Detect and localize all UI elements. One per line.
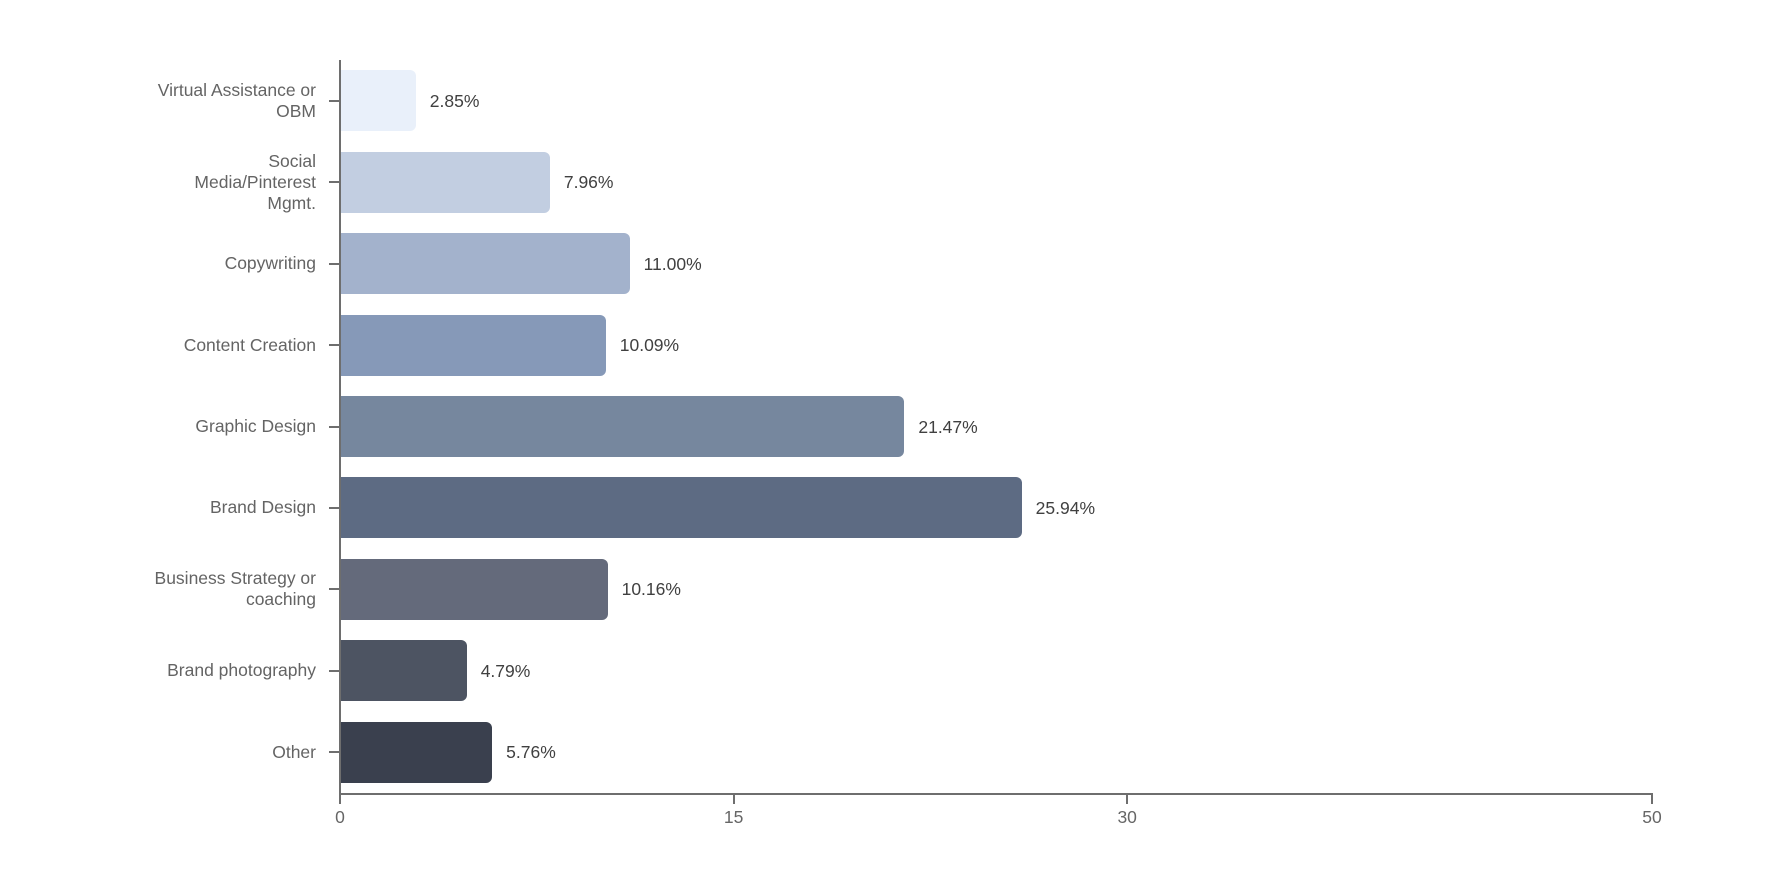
value-label: 10.09%	[619, 335, 680, 356]
category-label-line: Media/Pinterest	[194, 171, 316, 192]
category-label: Brand Design	[0, 497, 316, 518]
category-label-line: Business Strategy or	[154, 568, 316, 589]
bar-0	[341, 70, 416, 132]
bar-2	[341, 233, 630, 295]
value-label: 21.47%	[918, 416, 978, 437]
category-label: Virtual Assistance or OBM	[0, 80, 316, 122]
bar-7	[341, 640, 467, 702]
category-tick-mark	[329, 506, 339, 509]
category-tick-mark	[329, 751, 339, 754]
category-label-line: Content Creation	[183, 334, 316, 355]
value-label: 4.79%	[480, 660, 531, 681]
value-label: 25.94%	[1035, 497, 1096, 518]
y-axis-line	[339, 60, 341, 795]
category-tick-mark	[329, 99, 339, 102]
category-label-line: Other	[272, 741, 316, 762]
category-label: Content Creation	[0, 335, 316, 356]
category-label-line: Brand Design	[209, 497, 316, 518]
category-label: Business Strategy or coaching	[0, 568, 316, 610]
category-label-line: Graphic Design	[195, 416, 316, 436]
bar-5	[341, 477, 1022, 539]
bar-4	[341, 396, 905, 457]
value-label: 5.76%	[506, 742, 556, 763]
value-label: 11.00%	[643, 253, 702, 274]
x-axis-tick-label: 30	[1117, 807, 1137, 827]
category-label-line: OBM	[276, 100, 316, 121]
category-tick-mark	[329, 588, 339, 591]
category-label-line: Virtual Assistance or	[157, 79, 316, 100]
value-label: 2.85%	[429, 90, 480, 111]
category-label-line: Brand photography	[167, 660, 316, 681]
bar-3	[341, 314, 606, 376]
x-axis-tick-label: 15	[723, 807, 744, 827]
category-tick-mark	[329, 181, 339, 184]
category-tick-mark	[329, 262, 339, 265]
x-axis-tick-mark	[732, 795, 735, 804]
category-label: Social Media/Pinterest Mgmt.	[0, 151, 316, 214]
category-label-line: Mgmt.	[267, 192, 316, 213]
x-axis-tick-mark	[339, 795, 341, 804]
category-label-line: Social	[268, 150, 316, 171]
category-label: Brand photography	[0, 660, 316, 681]
x-axis-line	[339, 793, 1653, 795]
category-label: Other	[0, 742, 316, 763]
x-axis-tick-mark	[1651, 795, 1653, 804]
bar-8	[341, 721, 493, 783]
x-axis-tick-label: 50	[1642, 807, 1662, 827]
category-label-line: coaching	[245, 589, 316, 610]
x-axis-tick-mark	[1126, 795, 1129, 804]
category-tick-mark	[329, 425, 339, 428]
category-tick-mark	[329, 669, 339, 672]
bar-6	[341, 558, 608, 620]
category-tick-mark	[329, 344, 339, 347]
category-label: Copywriting	[0, 253, 316, 274]
value-label: 10.16%	[621, 579, 681, 600]
category-label-line: Copywriting	[224, 253, 316, 274]
value-label: 7.96%	[563, 172, 614, 193]
bar-1	[341, 151, 550, 213]
category-label: Graphic Design	[0, 416, 316, 437]
x-axis-tick-label: 0	[335, 807, 345, 827]
